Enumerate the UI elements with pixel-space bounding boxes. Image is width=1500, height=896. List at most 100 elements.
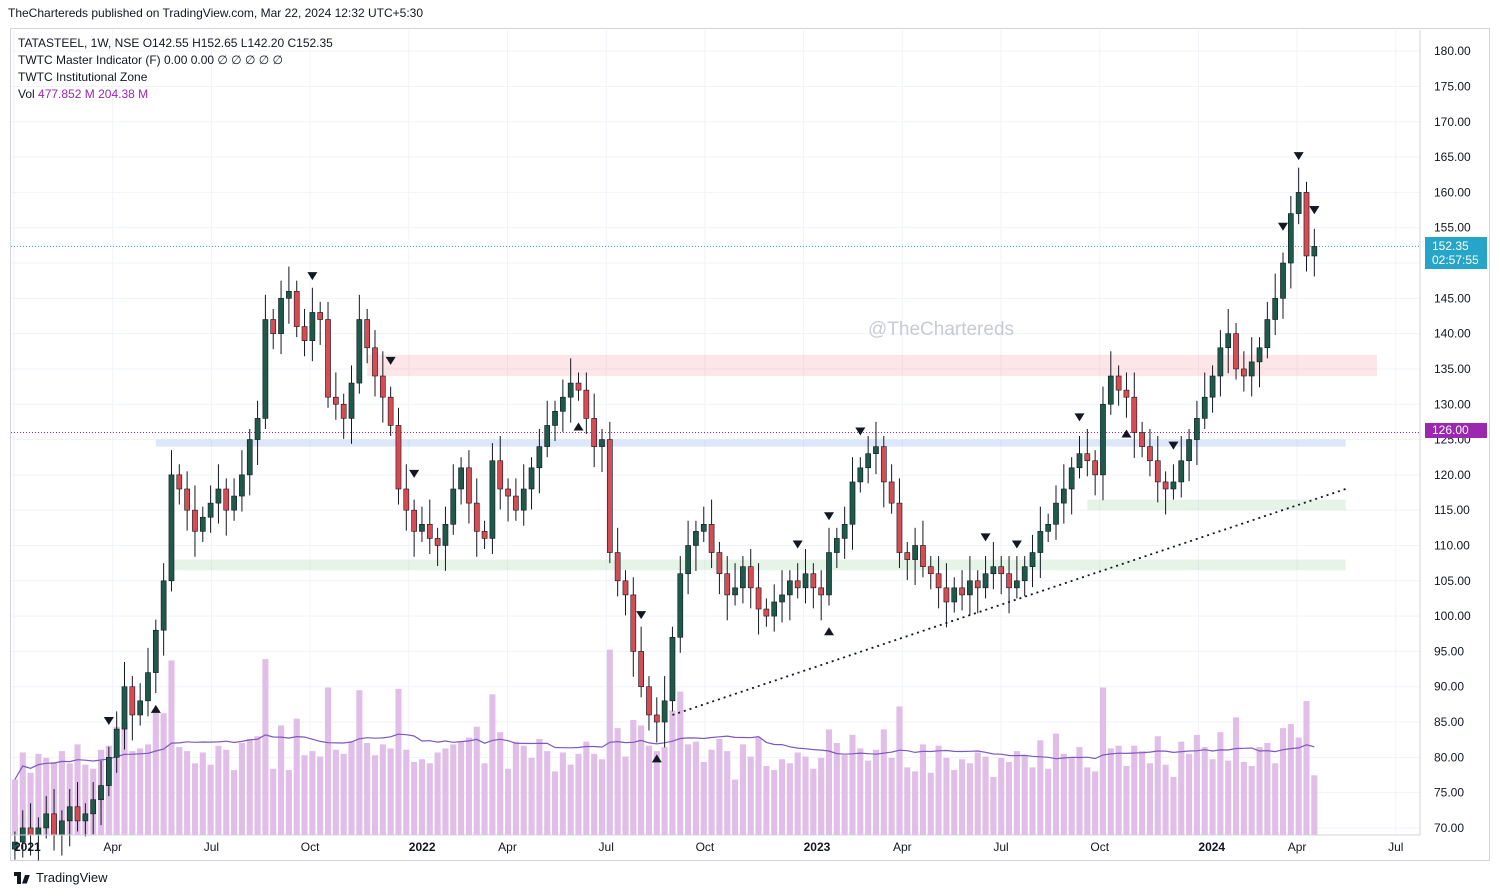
candle-body: [199, 516, 206, 532]
x-tick-label: Apr: [1288, 840, 1307, 854]
legend-institutional-zone: TWTC Institutional Zone: [18, 70, 148, 84]
volume-bar: [191, 763, 198, 835]
candle-body: [833, 538, 840, 553]
candle-body: [520, 488, 527, 511]
sell-signal-icon: [792, 540, 803, 549]
tradingview-brand: TradingView: [36, 870, 108, 885]
volume-bar: [152, 709, 159, 835]
volume-bar: [262, 659, 269, 835]
candle-body: [1225, 333, 1232, 349]
volume-bar: [1225, 760, 1232, 835]
candle-body: [1287, 213, 1294, 264]
candle-body: [301, 326, 308, 342]
x-tick-label: Oct: [696, 840, 715, 854]
candle-body: [356, 319, 363, 384]
y-tick-label: 155.00: [1434, 221, 1471, 235]
candle-body: [552, 411, 558, 426]
candle-body: [606, 439, 613, 553]
volume-bar: [411, 761, 418, 835]
volume-bar: [278, 725, 285, 835]
volume-bar: [1233, 717, 1240, 835]
candle-body: [145, 672, 151, 702]
candle-body: [865, 453, 871, 469]
volume-bar: [1123, 766, 1130, 835]
volume-bar: [285, 770, 292, 835]
signal-markers: [103, 152, 1320, 763]
candle-body: [466, 467, 472, 504]
candle-body: [278, 298, 284, 334]
candle-body: [364, 319, 371, 349]
candle-body: [152, 629, 159, 673]
publish-caption: TheChartereds published on TradingView.c…: [8, 6, 424, 20]
level-lines: [11, 245, 1420, 433]
sell-signal-icon: [855, 427, 866, 436]
volume-bar: [1240, 761, 1247, 835]
volume-bar: [1107, 748, 1114, 835]
candle-body: [747, 566, 754, 589]
volume-bar: [810, 768, 817, 835]
candle-body: [12, 841, 18, 850]
candle-body: [583, 389, 590, 419]
volume-bar: [364, 743, 371, 835]
volume-bar: [943, 757, 950, 835]
volume-bar: [598, 759, 606, 835]
candle-body: [262, 319, 269, 419]
candle-body: [215, 488, 222, 504]
volume-bar: [1154, 736, 1161, 835]
sell-signal-icon: [1168, 441, 1179, 450]
volume-bar: [998, 757, 1005, 835]
volume-bar: [309, 751, 316, 835]
volume-bar: [1287, 724, 1294, 835]
y-tick-label: 145.00: [1434, 291, 1471, 305]
y-tick-label: 180.00: [1434, 44, 1471, 58]
candle-body: [967, 580, 973, 596]
sell-signal-icon: [636, 611, 647, 620]
volume-bar: [739, 744, 746, 835]
volume-bar: [473, 726, 480, 835]
candle-body: [1241, 368, 1247, 377]
volume-bar: [129, 751, 136, 835]
y-tick-label: 175.00: [1434, 79, 1471, 93]
candle-body: [419, 523, 425, 532]
candle-body: [927, 566, 934, 575]
candle-body: [387, 396, 394, 426]
volume-bar: [959, 759, 966, 835]
candle-body: [473, 502, 480, 532]
candle-body: [575, 382, 582, 391]
candle-body: [309, 312, 316, 342]
candle-body: [1311, 246, 1318, 257]
volume-bar: [708, 749, 715, 835]
volume-bar: [1193, 734, 1200, 835]
candle-body: [653, 714, 660, 723]
candle-body: [513, 495, 519, 511]
candle-body: [82, 813, 89, 822]
volume-bar: [833, 743, 840, 835]
volume-bar: [231, 770, 238, 835]
y-tick-label: 160.00: [1434, 185, 1471, 199]
candle-body: [317, 312, 324, 320]
x-tick-label: Jul: [993, 840, 1008, 854]
candle-body: [740, 566, 746, 589]
candle-body: [1084, 453, 1091, 462]
candle-body: [974, 580, 981, 589]
sell-signal-icon: [409, 469, 420, 478]
volume-bar: [747, 756, 754, 835]
volume-bar: [567, 764, 574, 835]
candle-body: [239, 474, 245, 497]
volume-bar: [1029, 767, 1036, 835]
volume-bar: [160, 713, 167, 835]
volume-bar: [379, 744, 386, 835]
legend-symbol-line: TATASTEEL, 1W, NSE O142.55 H152.65 L142.…: [18, 36, 333, 50]
volume-bar: [340, 753, 347, 835]
zone-supply: [367, 354, 1377, 377]
candle-body: [1209, 375, 1216, 398]
candle-body: [849, 481, 856, 525]
volume-bar: [536, 738, 543, 835]
candle-body: [106, 757, 112, 786]
zone-demand: [1087, 499, 1346, 511]
candle-body: [818, 587, 825, 596]
candle-body: [661, 700, 668, 723]
sell-signal-icon: [385, 356, 396, 365]
sell-signal-icon: [824, 512, 835, 521]
